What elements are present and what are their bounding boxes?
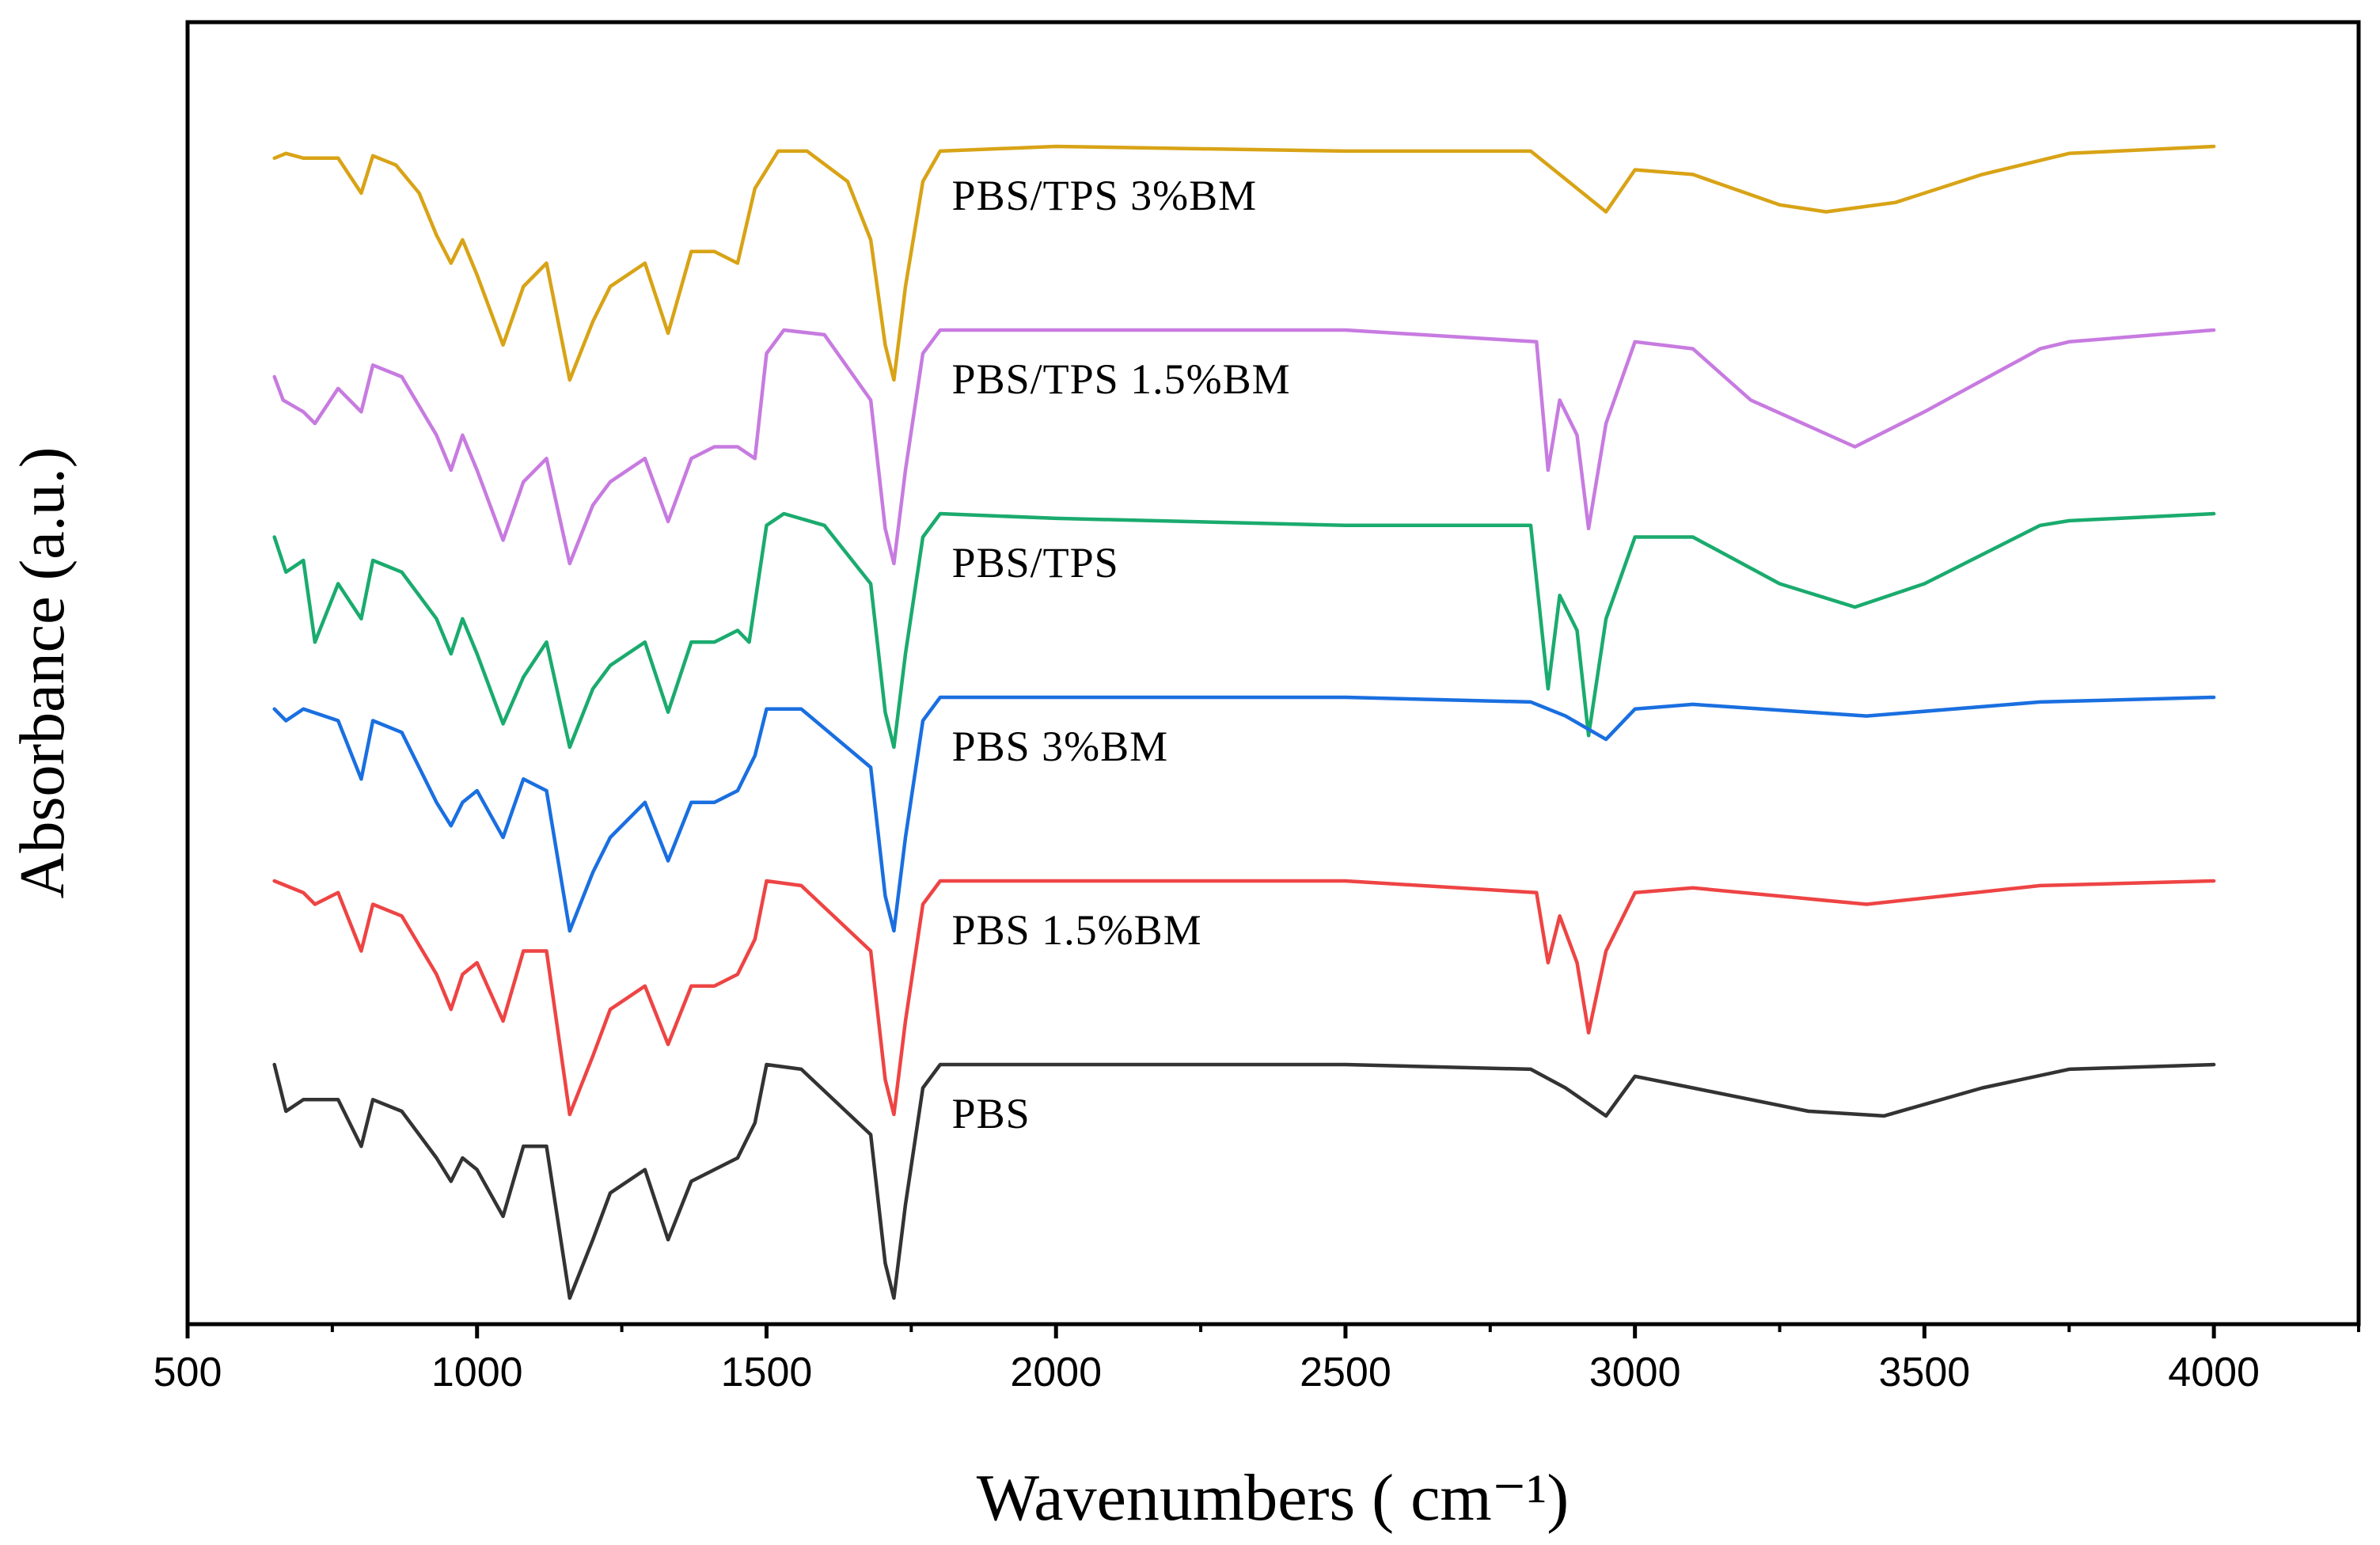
x-tick-label: 4000	[2168, 1350, 2260, 1395]
y-axis-title: Absorbance (a.u.)	[8, 447, 78, 899]
x-tick-label: 3000	[1589, 1350, 1681, 1395]
series-labels: PBS/TPS 3%BM PBS/TPS 1.5%BM PBS/TPS PBS 3%B…	[952, 172, 1291, 1137]
series-label: PBS/TPS	[952, 539, 1119, 586]
trace-pbs-tps-3-bm	[272, 144, 2216, 382]
x-tick-label: 2500	[1300, 1350, 1391, 1395]
x-tick-label: 3500	[1879, 1350, 1971, 1395]
series-label: PBS 1.5%BM	[952, 906, 1202, 954]
trace-pbs-3-bm	[272, 695, 2216, 933]
x-tick-label: 500	[154, 1350, 222, 1395]
x-tick-label: 1000	[431, 1350, 523, 1395]
trace-pbs-tps	[272, 511, 2216, 750]
series-label: PBS/TPS 1.5%BM	[952, 355, 1291, 403]
trace-pbs-1-5-bm	[272, 879, 2216, 1117]
plot-frame	[185, 20, 2361, 1327]
x-axis-title: Wavenumbers ( cm⁻¹)	[977, 1461, 1570, 1535]
x-axis-ticks: 500 1000 1500 2000 2500 3000 3500 4000	[154, 1324, 2360, 1395]
x-tick-label: 1500	[721, 1350, 813, 1395]
series-label: PBS 3%BM	[952, 723, 1169, 770]
spectra-traces	[272, 144, 2216, 1300]
trace-pbs	[272, 1062, 2216, 1300]
series-label: PBS/TPS 3%BM	[952, 172, 1258, 219]
trace-pbs-tps-1-5-bm	[272, 328, 2216, 566]
series-label: PBS	[952, 1090, 1031, 1137]
x-tick-label: 2000	[1010, 1350, 1102, 1395]
